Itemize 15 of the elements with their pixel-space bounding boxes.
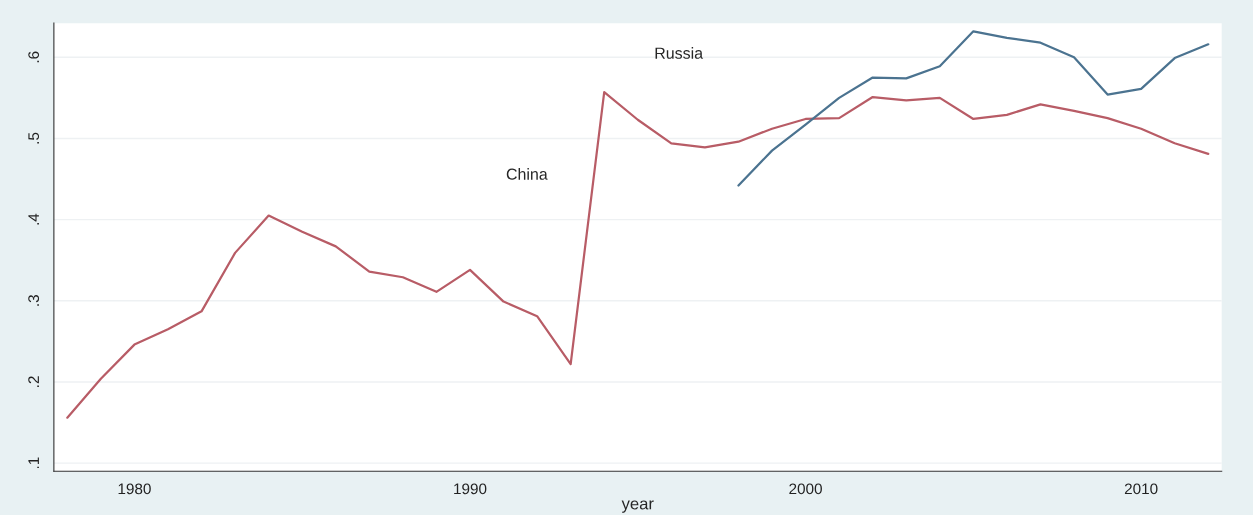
x-axis-title: year bbox=[621, 500, 654, 513]
y-tick-label: .2 bbox=[28, 376, 39, 387]
line-series bbox=[66, 91, 1210, 419]
x-tick-label: 2000 bbox=[789, 483, 822, 495]
annotation: Russia bbox=[655, 47, 704, 59]
line-series bbox=[737, 30, 1210, 187]
x-tick-label: 1990 bbox=[454, 483, 487, 495]
y-tick-label: .5 bbox=[28, 132, 40, 144]
annotation: China bbox=[506, 168, 548, 180]
y-tick-label: .6 bbox=[28, 51, 40, 63]
y-tick-label: .1 bbox=[28, 457, 39, 469]
x-tick-label: 2010 bbox=[1124, 483, 1158, 495]
y-tick-label: .4 bbox=[28, 213, 39, 225]
x-tick-label: 1980 bbox=[118, 483, 151, 495]
y-tick-label: .3 bbox=[28, 295, 40, 306]
